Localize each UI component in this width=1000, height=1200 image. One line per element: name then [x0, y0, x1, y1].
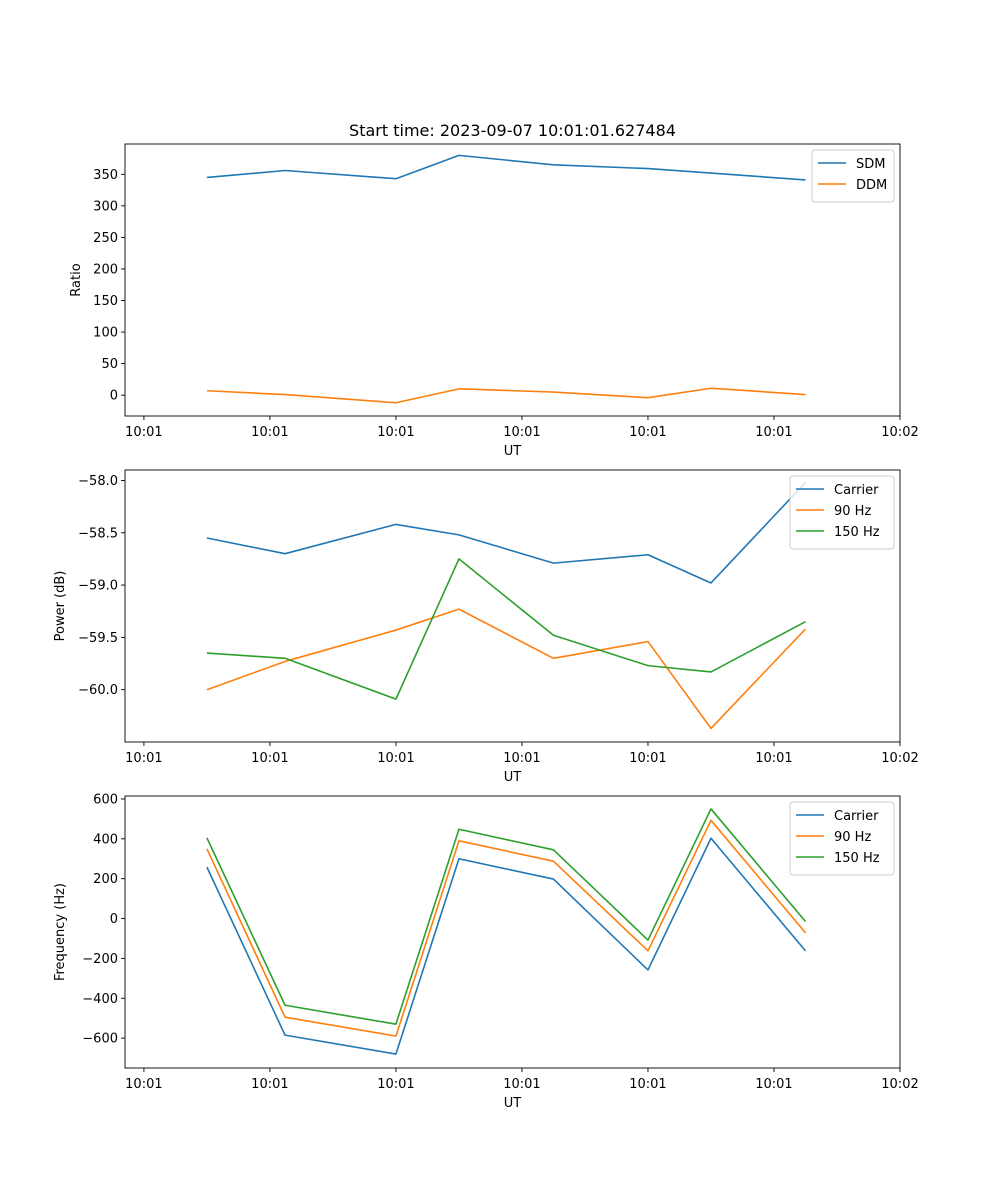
- y-tick-label: 150: [93, 294, 118, 309]
- y-tick-label: −400: [82, 992, 118, 1007]
- y-tick-label: −59.5: [78, 631, 118, 646]
- y-tick-label: 50: [101, 357, 118, 372]
- legend: Carrier 90 Hz 150 Hz: [789, 475, 895, 550]
- legend-label: 150 Hz: [834, 525, 880, 540]
- y-tick-label: 300: [93, 199, 118, 214]
- x-tick-label: 10:01: [629, 751, 666, 766]
- series-line-150-hz: [206, 808, 807, 1025]
- x-tick-label: 10:01: [251, 1077, 288, 1092]
- x-axis-label: UT: [504, 770, 522, 785]
- legend-label: 150 Hz: [834, 851, 880, 866]
- series-line-carrier: [206, 482, 807, 584]
- y-tick-label: 200: [93, 872, 118, 887]
- legend-label: Carrier: [834, 483, 879, 498]
- x-tick-label: 10:01: [503, 751, 540, 766]
- x-tick-label: 10:01: [629, 425, 666, 440]
- series-line-90-hz: [206, 819, 807, 1037]
- x-tick-label: 10:02: [881, 1077, 918, 1092]
- axes-frame: [124, 143, 901, 417]
- x-tick-label: 10:01: [755, 751, 792, 766]
- legend-label: 90 Hz: [834, 830, 871, 845]
- y-tick-label: 600: [93, 792, 118, 807]
- x-tick-label: 10:01: [377, 1077, 414, 1092]
- x-tick-label: 10:01: [503, 1077, 540, 1092]
- series-line-sdm: [206, 154, 806, 181]
- x-tick-label: 10:01: [125, 425, 162, 440]
- legend: Carrier 90 Hz 150 Hz: [789, 801, 895, 876]
- y-tick-label: −58.5: [78, 526, 118, 541]
- chart-panel-2: 10:01 10:01 10:01 10:01 10:01 10:01 10:02 −60.0…: [53, 469, 919, 785]
- y-tick-label: 350: [93, 168, 118, 183]
- chart-panel-3: 10:01 10:01 10:01 10:01 10:01 10:01 10:02 −600 −…: [53, 792, 919, 1111]
- axes-frame: [124, 795, 901, 1069]
- legend-label: Carrier: [834, 809, 879, 824]
- x-tick-label: 10:01: [755, 425, 792, 440]
- x-tick-label: 10:01: [503, 425, 540, 440]
- y-tick-label: 0: [110, 389, 118, 404]
- x-tick-label: 10:01: [377, 425, 414, 440]
- y-axis-label: Ratio: [69, 263, 84, 296]
- chart-title: Start time: 2023-09-07 10:01:01.627484: [349, 121, 676, 140]
- x-tick-label: 10:01: [377, 751, 414, 766]
- y-tick-label: 100: [93, 326, 118, 341]
- series-line-ddm: [206, 387, 806, 404]
- axes-frame: [124, 469, 901, 743]
- x-tick-label: 10:02: [881, 751, 918, 766]
- x-tick-label: 10:01: [251, 751, 288, 766]
- y-tick-label: −58.0: [78, 474, 118, 489]
- x-tick-label: 10:01: [125, 1077, 162, 1092]
- series-line-carrier: [206, 837, 807, 1055]
- x-tick-label: 10:01: [755, 1077, 792, 1092]
- y-tick-label: −600: [82, 1032, 118, 1047]
- series-line-150-hz: [206, 558, 806, 700]
- y-axis-label: Frequency (Hz): [53, 883, 68, 981]
- x-tick-label: 10:01: [251, 425, 288, 440]
- legend: SDM DDM: [811, 149, 895, 203]
- y-axis-label: Power (dB): [53, 571, 68, 642]
- legend-label: SDM: [856, 157, 885, 172]
- y-tick-label: −200: [82, 952, 118, 967]
- y-tick-label: 250: [93, 231, 118, 246]
- x-axis-label: UT: [504, 444, 522, 459]
- x-axis-label: UT: [504, 1096, 522, 1111]
- y-tick-label: −59.0: [78, 579, 118, 594]
- y-tick-label: −60.0: [78, 683, 118, 698]
- y-tick-label: 0: [110, 912, 118, 927]
- y-tick-label: 400: [93, 832, 118, 847]
- legend-label: DDM: [856, 178, 887, 193]
- chart-panel-1: Start time: 2023-09-07 10:01:01.627484 10…: [69, 121, 919, 459]
- x-tick-label: 10:01: [125, 751, 162, 766]
- y-tick-label: 200: [93, 262, 118, 277]
- x-tick-label: 10:02: [881, 425, 918, 440]
- series-line-90-hz: [206, 608, 807, 730]
- x-tick-label: 10:01: [629, 1077, 666, 1092]
- legend-label: 90 Hz: [834, 504, 871, 519]
